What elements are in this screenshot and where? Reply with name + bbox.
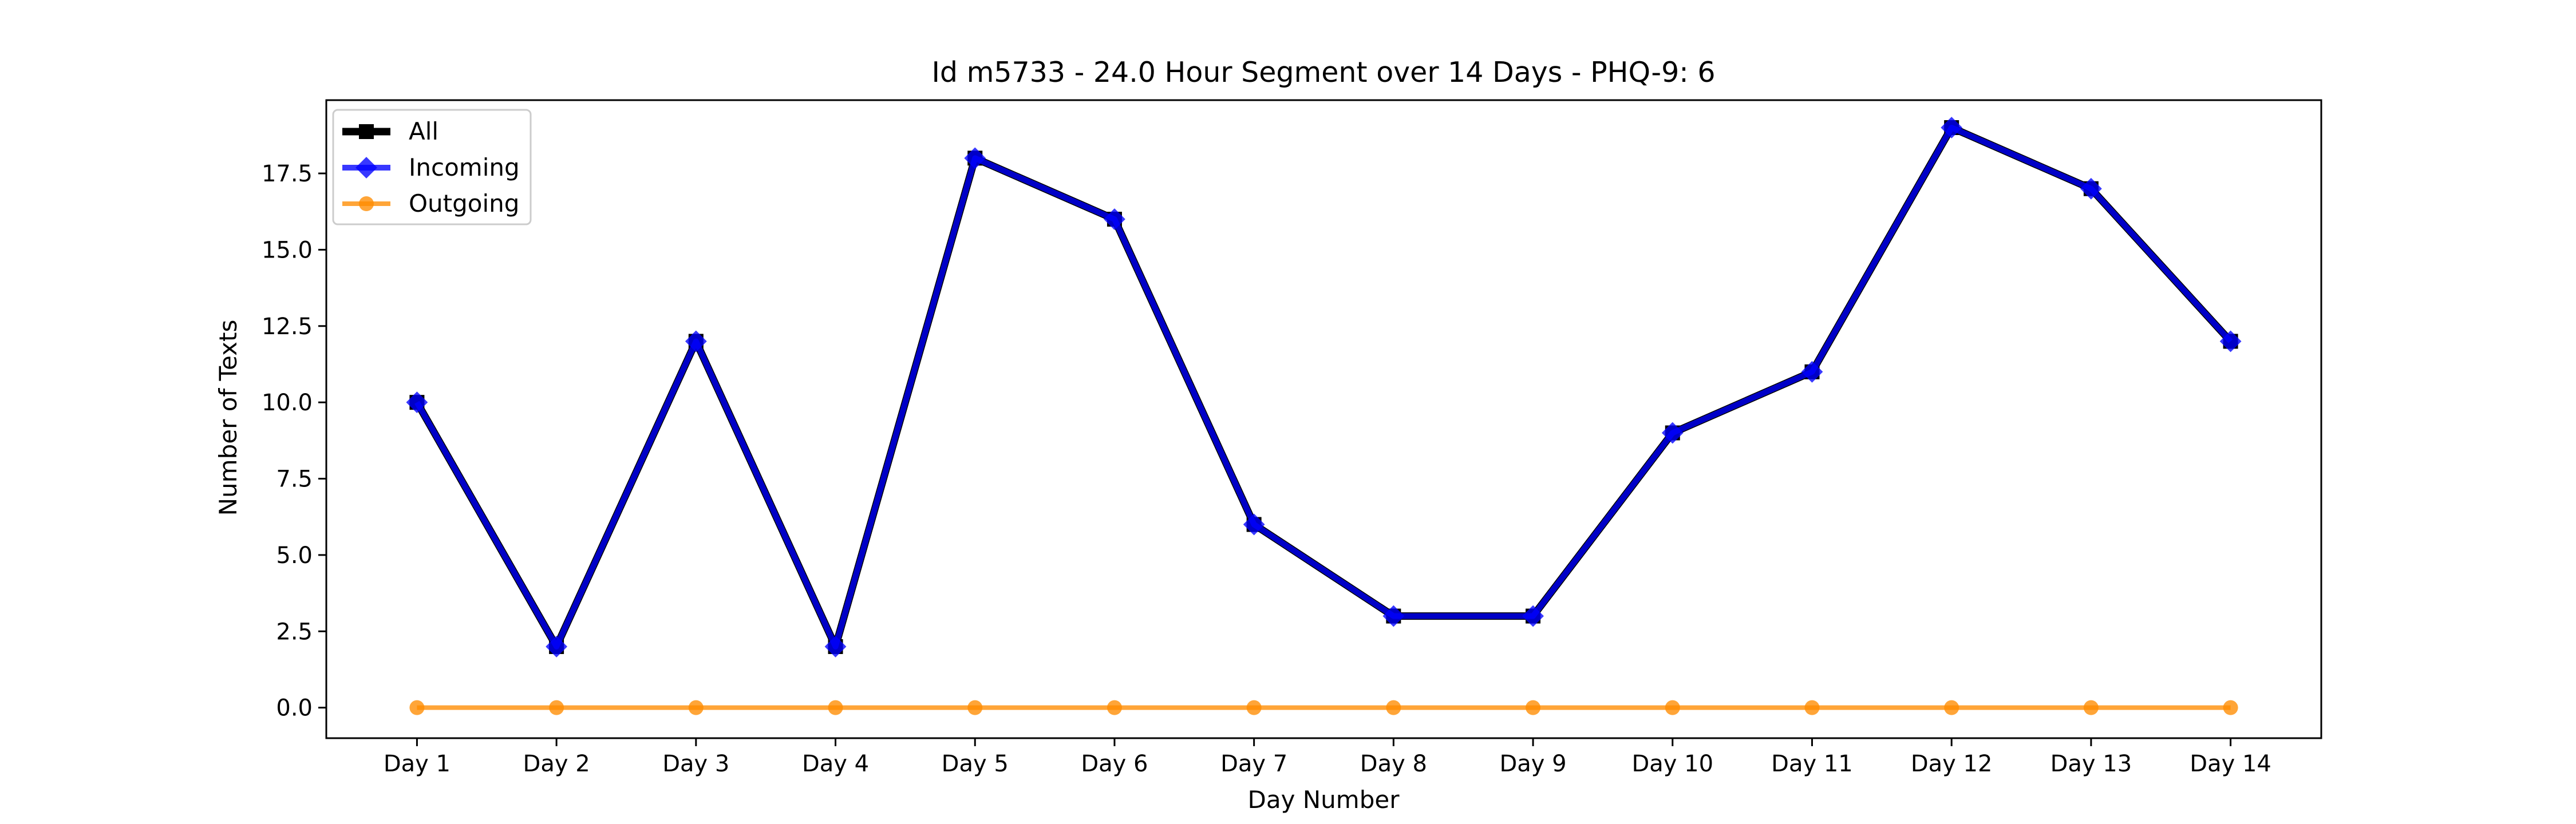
data-point-incoming — [406, 391, 428, 414]
legend-marker-incoming — [355, 157, 377, 179]
legend: All Incoming Outgoing — [332, 109, 532, 225]
data-point-outgoing — [1804, 700, 1820, 715]
data-point-incoming — [1104, 208, 1125, 230]
data-point-outgoing — [549, 700, 564, 715]
data-point-outgoing — [1526, 700, 1541, 715]
axes-frame — [325, 99, 2322, 739]
legend-label-incoming: Incoming — [409, 153, 520, 181]
plot-area: 0.0 2.5 5.0 7.5 10.0 12.5 15.0 17.5 Day 1 Day 2 Da… — [262, 99, 2322, 777]
y-tick-label: 17.5 — [262, 161, 313, 187]
data-point-outgoing — [409, 700, 425, 715]
y-tick-label: 12.5 — [262, 314, 313, 340]
x-tick-label: Day 12 — [1911, 751, 1993, 777]
x-tick-label: Day 9 — [1499, 751, 1566, 777]
y-tick-label: 2.5 — [276, 619, 313, 645]
y-tick-label: 10.0 — [262, 390, 313, 416]
x-tick-label: Day 7 — [1220, 751, 1287, 777]
data-point-incoming — [1661, 422, 1684, 444]
data-point-outgoing — [1944, 700, 1959, 715]
x-tick-label: Day 14 — [2190, 751, 2271, 777]
data-point-incoming — [2080, 177, 2102, 200]
legend-label-all: All — [409, 117, 438, 145]
x-tick-label: Day 2 — [523, 751, 590, 777]
data-point-incoming — [1382, 605, 1405, 627]
y-tick-label: 5.0 — [276, 542, 313, 569]
x-tick-label: Day 1 — [384, 751, 451, 777]
data-point-incoming — [546, 636, 568, 657]
data-point-outgoing — [828, 700, 843, 715]
data-point-outgoing — [1246, 700, 1262, 715]
x-axis-label: Day Number — [1247, 786, 1400, 814]
data-point-incoming — [1801, 360, 1823, 383]
x-tick-label: Day 10 — [1631, 751, 1713, 777]
x-tick-label: Day 13 — [2050, 751, 2132, 777]
data-point-outgoing — [1386, 700, 1401, 715]
x-tick-label: Day 5 — [942, 751, 1009, 777]
legend-marker-all — [359, 124, 374, 139]
y-axis-label: Number of Texts — [214, 320, 242, 516]
x-tick-label: Day 3 — [662, 751, 729, 777]
data-point-incoming — [1522, 605, 1544, 627]
chart-title: Id m5733 - 24.0 Hour Segment over 14 Day… — [931, 56, 1715, 89]
y-tick-label: 0.0 — [276, 695, 313, 722]
data-point-outgoing — [967, 700, 983, 715]
data-point-outgoing — [1107, 700, 1122, 715]
legend-label-outgoing: Outgoing — [409, 189, 519, 217]
x-tick-label: Day 11 — [1771, 751, 1853, 777]
data-point-incoming — [964, 147, 986, 169]
legend-marker-outgoing — [359, 196, 374, 211]
series-line-incoming — [414, 125, 2233, 649]
data-point-outgoing — [2083, 700, 2099, 715]
data-point-outgoing — [1665, 700, 1680, 715]
x-tick-label: Day 8 — [1360, 751, 1427, 777]
data-point-outgoing — [2223, 700, 2238, 715]
data-point-incoming — [824, 636, 847, 657]
data-point-incoming — [1243, 513, 1265, 536]
data-point-incoming — [1941, 117, 1963, 138]
y-tick-label: 7.5 — [276, 466, 313, 493]
x-tick-label: Day 4 — [802, 751, 869, 777]
data-point-outgoing — [688, 700, 704, 715]
y-tick-label: 15.0 — [262, 237, 313, 263]
data-point-incoming — [2219, 330, 2242, 352]
data-point-incoming — [685, 330, 707, 352]
legend-box — [332, 109, 532, 225]
x-tick-label: Day 6 — [1081, 751, 1148, 777]
